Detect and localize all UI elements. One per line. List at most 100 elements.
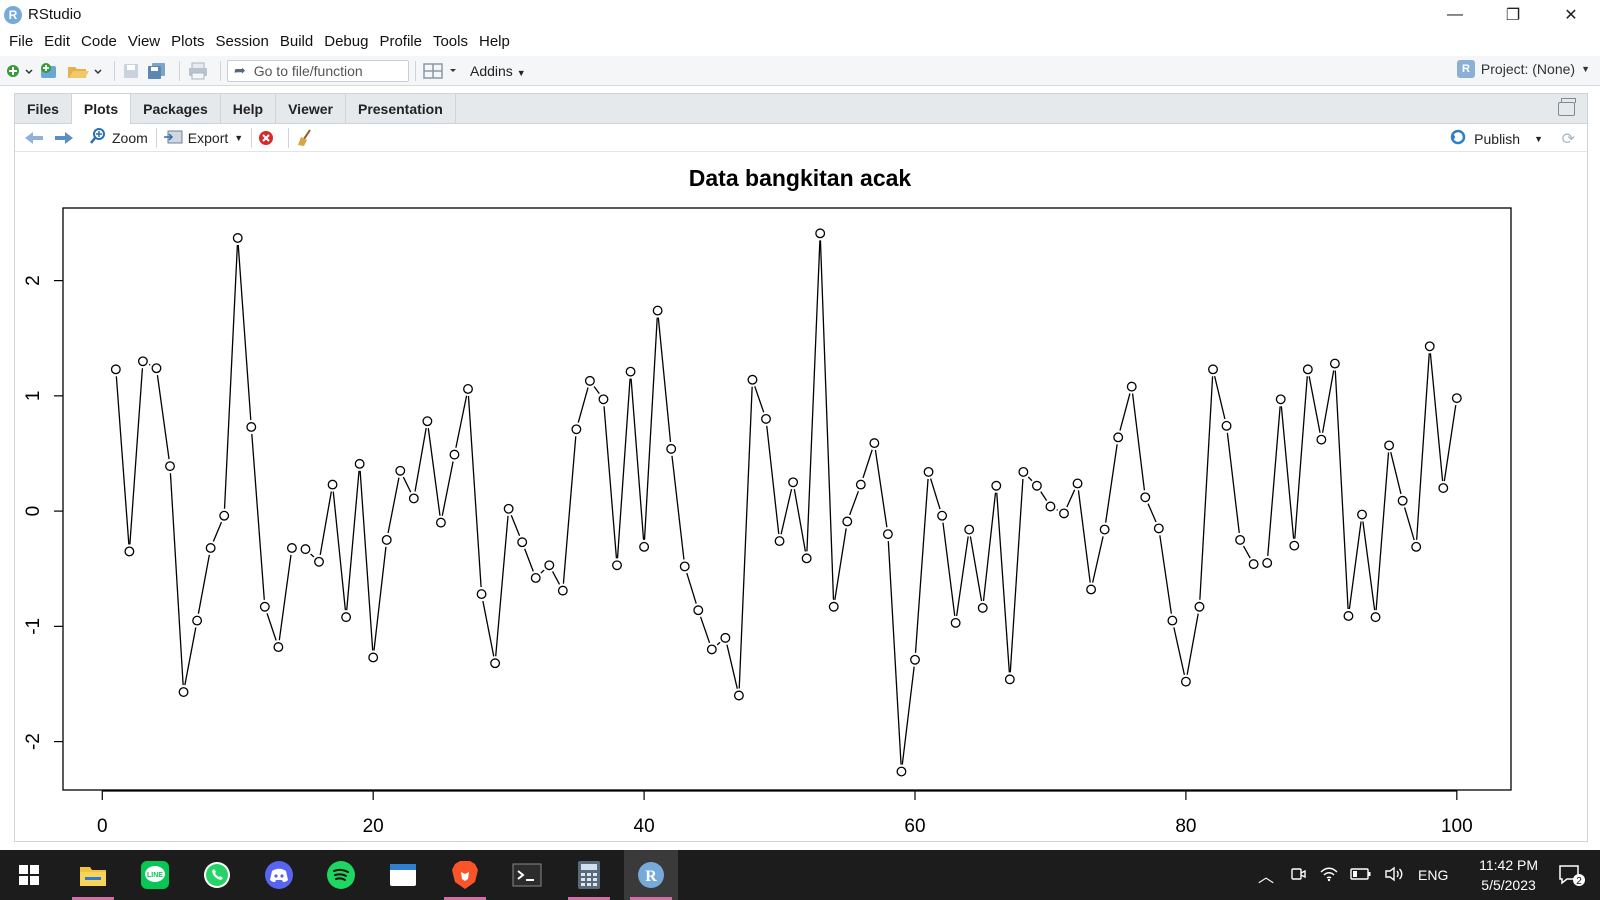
notification-icon[interactable]: 2: [1558, 863, 1586, 892]
data-point: [964, 524, 975, 535]
whatsapp-icon[interactable]: [190, 850, 244, 900]
language-indicator[interactable]: ENG: [1418, 867, 1449, 883]
menu-help[interactable]: Help: [479, 33, 510, 50]
series-segment: [874, 449, 888, 528]
addins-menu[interactable]: Addins ▼: [470, 63, 526, 79]
export-button[interactable]: Export ▼: [163, 128, 243, 147]
series-segment: [806, 240, 821, 552]
rstudio-taskbar-icon[interactable]: R: [624, 850, 678, 900]
minimize-button[interactable]: —: [1447, 5, 1463, 23]
terminal-icon[interactable]: [500, 850, 554, 900]
toolbar-separator: [155, 127, 157, 148]
back-arrow-icon[interactable]: [23, 130, 45, 146]
menu-debug[interactable]: Debug: [324, 33, 369, 50]
tab-files[interactable]: Files: [15, 94, 72, 123]
new-project-icon[interactable]: [38, 60, 62, 82]
rstudio-logo-icon: R: [4, 5, 22, 24]
data-point: [1289, 540, 1300, 551]
pane-layout-icon[interactable]: [422, 60, 460, 82]
series-segment: [441, 461, 454, 516]
menu-edit[interactable]: Edit: [44, 33, 71, 50]
go-to-file-input[interactable]: ➦ Go to file/function: [227, 59, 409, 82]
menu-build[interactable]: Build: [279, 33, 314, 50]
y-tick-label: 0: [23, 506, 44, 517]
tab-presentation[interactable]: Presentation: [346, 94, 456, 123]
menu-profile[interactable]: Profile: [379, 33, 422, 50]
file-explorer-icon[interactable]: [66, 850, 120, 900]
toolbar-separator: [415, 60, 416, 81]
svg-text:R: R: [645, 868, 657, 885]
brave-browser-icon[interactable]: [438, 850, 492, 900]
menu-plots[interactable]: Plots: [171, 33, 205, 50]
series-segment: [1348, 521, 1362, 610]
publish-button[interactable]: Publish ▼: [1448, 129, 1543, 148]
maximize-pane-icon[interactable]: [1558, 98, 1576, 116]
chevron-up-icon[interactable]: ︿: [1258, 869, 1275, 886]
battery-icon[interactable]: [1350, 867, 1372, 884]
data-point: [937, 510, 948, 521]
menu-code[interactable]: Code: [81, 33, 117, 50]
series-segment: [169, 473, 184, 686]
main-toolbar: ➦ Go to file/function Addins ▼ R Project…: [0, 56, 1600, 86]
menu-tools[interactable]: Tools: [432, 33, 468, 50]
menu-file[interactable]: File: [9, 33, 34, 50]
zoom-button[interactable]: Zoom: [89, 127, 148, 148]
toolbar-separator: [288, 127, 290, 148]
data-point: [977, 602, 988, 613]
data-point: [1208, 364, 1218, 375]
tab-help[interactable]: Help: [221, 94, 277, 123]
system-clock[interactable]: 11:42 PM 5/5/2023: [1479, 855, 1538, 895]
series-segment: [1199, 376, 1214, 600]
series-segment: [1040, 491, 1048, 501]
clear-plots-broom-icon[interactable]: [295, 128, 315, 147]
meet-now-icon[interactable]: [1290, 866, 1306, 885]
data-point: [1411, 541, 1422, 552]
data-point: [422, 416, 433, 427]
clock-date: 5/5/2023: [1481, 877, 1536, 893]
print-icon[interactable]: [186, 60, 210, 82]
series-segment: [1027, 476, 1033, 482]
forward-arrow-icon[interactable]: [53, 130, 75, 146]
data-point: [896, 766, 907, 777]
data-point: [1167, 615, 1178, 626]
chevron-down-icon: ▼: [516, 67, 526, 78]
data-point: [341, 612, 352, 623]
active-indicator: [72, 897, 114, 900]
y-tick-label: -1: [23, 618, 44, 635]
tab-packages[interactable]: Packages: [131, 94, 221, 123]
volume-icon[interactable]: [1384, 866, 1404, 885]
tab-plots[interactable]: Plots: [71, 94, 132, 124]
project-menu[interactable]: R Project: (None) ▼: [1456, 60, 1590, 78]
remove-plot-icon[interactable]: [258, 130, 274, 146]
plots-toolbar: Zoom Export ▼ Publish ▼ ⟳: [15, 124, 1587, 152]
notepad-icon[interactable]: [376, 850, 430, 900]
data-point: [1099, 524, 1110, 535]
wifi-icon[interactable]: [1320, 866, 1338, 885]
save-icon[interactable]: [121, 60, 141, 82]
refresh-icon[interactable]: ⟳: [1561, 131, 1575, 148]
tab-viewer[interactable]: Viewer: [276, 94, 346, 123]
spotify-icon[interactable]: [314, 850, 368, 900]
windows-start-icon[interactable]: [2, 850, 56, 900]
x-axis: 0 20 40 60 80 100: [97, 790, 1473, 837]
chevron-down-icon: ▼: [234, 132, 244, 143]
zoom-label: Zoom: [112, 129, 148, 146]
new-file-icon[interactable]: [4, 60, 34, 82]
menu-session[interactable]: Session: [215, 33, 269, 50]
data-point: [1316, 434, 1327, 445]
menu-view[interactable]: View: [127, 33, 161, 50]
discord-icon[interactable]: [252, 850, 306, 900]
save-all-icon[interactable]: [145, 60, 169, 82]
project-label: Project: (None): [1480, 61, 1576, 77]
series-segment: [1242, 545, 1251, 559]
open-file-icon[interactable]: [66, 60, 104, 82]
close-button[interactable]: ✕: [1564, 6, 1578, 24]
line-app-icon[interactable]: LINE: [128, 850, 182, 900]
restore-button[interactable]: ❐: [1505, 6, 1521, 24]
calculator-icon[interactable]: [562, 850, 616, 900]
toolbar-separator: [179, 60, 180, 81]
export-icon: [163, 128, 183, 147]
data-point: [1235, 534, 1246, 545]
toolbar-separator: [220, 60, 221, 81]
series-segment: [1390, 452, 1402, 495]
